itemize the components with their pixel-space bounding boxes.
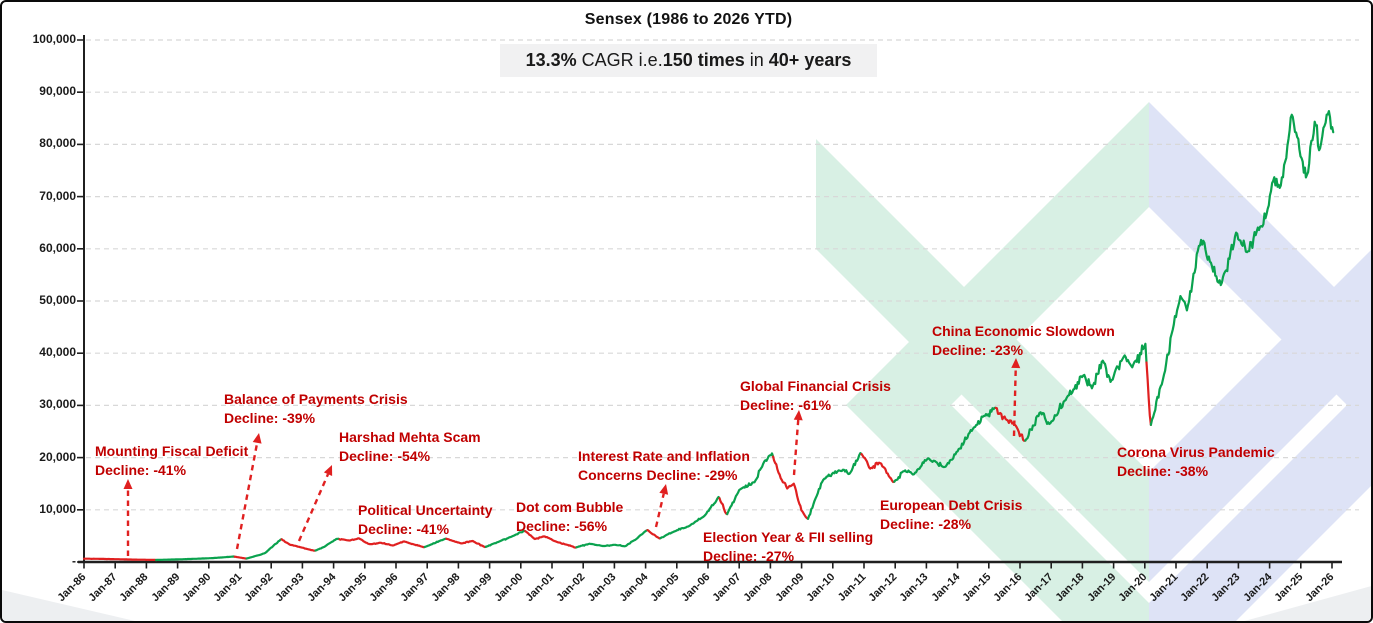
chart-subtitle: 13.3% CAGR i.e.150 times in 40+ years	[499, 44, 878, 77]
annotation: Corona Virus Pandemic Decline: -38%	[1117, 443, 1275, 481]
annotation-arrow	[1012, 367, 1017, 437]
y-axis-tick-label: 100,000	[32, 32, 76, 46]
price-line-rise-segment	[659, 495, 721, 540]
annotation-line: Decline: -38%	[1117, 463, 1209, 479]
annotation-arrows	[123, 358, 1021, 556]
annotation-line: Decline: -28%	[880, 516, 972, 532]
annotation-line: Political Uncertainty	[358, 502, 493, 518]
price-line-rise-segment	[575, 529, 649, 549]
annotation: China Economic Slowdown Decline: -23%	[932, 322, 1115, 360]
annotation-arrow	[297, 473, 330, 542]
corner-accent-left	[2, 590, 135, 621]
corner-accents	[2, 586, 1371, 621]
price-line-rise-segment	[245, 538, 283, 560]
annotation-line: Decline: -39%	[224, 410, 316, 426]
corner-accent-right	[1244, 586, 1371, 621]
annotation-arrow	[792, 419, 800, 476]
chart-title: Sensex (1986 to 2026 YTD)	[584, 11, 793, 28]
annotation-line: Mounting Fiscal Deficit	[95, 443, 249, 459]
price-line-rise-segment	[806, 452, 863, 520]
price-line-rise-segment	[423, 537, 448, 549]
price-line-rise-segment	[893, 406, 997, 483]
y-axis-tick-label: 30,000	[39, 397, 76, 412]
annotation: Mounting Fiscal Deficit Decline: -41%	[95, 442, 248, 480]
annotation-line: Balance of Payments Crisis	[224, 391, 408, 407]
y-axis-tick-label: 20,000	[39, 449, 76, 464]
annotation-line: Election Year & FII selling	[703, 529, 874, 545]
y-axis-tick-label: 60,000	[39, 240, 76, 255]
annotation-line: Decline: -27%	[703, 548, 795, 564]
annotation-arrowhead	[659, 484, 669, 495]
price-line-rise-segment	[155, 555, 236, 562]
y-axis-tick-label: 50,000	[39, 293, 76, 307]
watermark-logo	[816, 102, 1371, 621]
annotation-line: China Economic Slowdown	[932, 323, 1115, 339]
annotation: Election Year & FII selling Decline: -27%	[703, 528, 873, 566]
subtitle-segment: 40+ years	[768, 50, 852, 70]
price-line	[82, 110, 1335, 562]
annotation-arrowhead	[1011, 358, 1021, 369]
y-axis-tick-label: 80,000	[39, 136, 76, 151]
annotation: European Debt Crisis Decline: -28%	[880, 496, 1022, 534]
price-line-rise-segment	[1149, 110, 1335, 426]
y-axis-tick-label: 40,000	[39, 345, 76, 360]
price-line-decline-segment	[338, 537, 426, 549]
annotation-line: Decline: -56%	[516, 518, 608, 534]
price-line-decline-segment	[1145, 361, 1152, 426]
subtitle-segment: 13.3%	[525, 50, 577, 70]
price-line-decline-segment	[280, 538, 317, 552]
annotation-line: Concerns Decline: -29%	[578, 467, 738, 483]
price-line-rise-segment	[484, 529, 527, 548]
y-axis-tick-label: -	[72, 554, 76, 568]
subtitle-segment: CAGR i.e.	[576, 50, 663, 70]
annotation: Political Uncertainty Decline: -41%	[358, 501, 493, 539]
annotation-arrowhead	[323, 465, 333, 476]
annotation-arrowhead	[252, 433, 262, 444]
price-line-decline-segment	[772, 455, 810, 520]
price-line-decline-segment	[718, 497, 729, 516]
annotation-line: Dot com Bubble	[516, 499, 624, 515]
price-line-rise-segment	[1024, 342, 1148, 442]
price-line-decline-segment	[646, 529, 662, 540]
annotation-arrow	[235, 442, 259, 550]
axes	[77, 35, 1342, 569]
annotation: Global Financial Crisis Decline: -61%	[740, 377, 891, 415]
annotation-line: Decline: -23%	[932, 342, 1024, 358]
subtitle-segment: 150 times	[662, 50, 745, 70]
price-line-rise-segment	[314, 537, 341, 552]
price-line-decline-segment	[994, 406, 1027, 442]
y-axis-tick-label: 10,000	[39, 501, 76, 516]
price-line-decline-segment	[445, 537, 487, 549]
annotation-line: Global Financial Crisis	[740, 378, 891, 394]
gridlines	[86, 39, 1359, 511]
price-line-decline-segment	[233, 555, 248, 560]
annotation: Dot com Bubble Decline: -56%	[516, 498, 623, 536]
annotation-line: Harshad Mehta Scam	[339, 429, 481, 445]
annotation-line: Decline: -41%	[358, 521, 450, 537]
annotation-line: Decline: -54%	[339, 448, 431, 464]
annotation-line: Decline: -41%	[95, 462, 187, 478]
annotation-arrowhead	[793, 410, 803, 421]
annotation-line: Decline: -61%	[740, 397, 832, 413]
price-line-decline-segment	[860, 453, 896, 484]
price-line-decline-segment	[524, 530, 578, 549]
annotation-arrowhead	[123, 479, 133, 489]
chart-subtitle-row: 13.3% CAGR i.e.150 times in 40+ years	[2, 44, 1371, 77]
y-axis-tick-label: 90,000	[39, 84, 76, 99]
subtitle-segment: in	[744, 50, 769, 70]
annotation-line: Interest Rate and Inflation	[578, 448, 750, 464]
annotation-line: European Debt Crisis	[880, 497, 1023, 513]
annotation: Balance of Payments Crisis Decline: -39%	[224, 390, 408, 428]
y-axis-tick-label: 70,000	[39, 188, 76, 203]
annotation: Harshad Mehta Scam Decline: -54%	[339, 428, 481, 466]
annotation: Interest Rate and Inflation Concerns Decl…	[578, 447, 750, 485]
price-line-rise-segment	[726, 452, 775, 516]
price-line-decline-segment	[82, 557, 158, 562]
annotation-line: Corona Virus Pandemic	[1117, 444, 1275, 460]
